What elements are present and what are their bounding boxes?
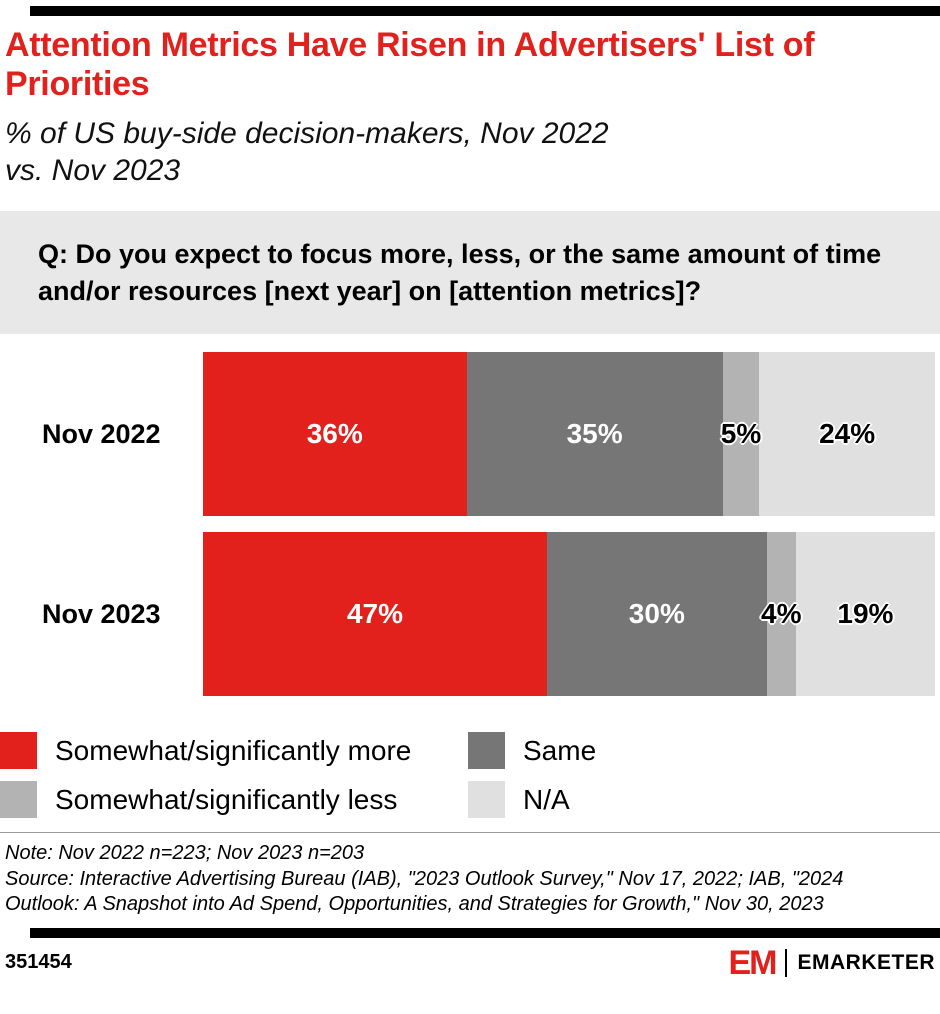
- value-label: 24%: [819, 418, 876, 450]
- bar-segment-same: 35%: [466, 352, 723, 517]
- bar-track: 47% 30% 4% 19%: [203, 532, 935, 697]
- legend-swatch: [468, 781, 505, 819]
- bar-segment-n-a: 24%: [759, 352, 935, 517]
- legend-label: N/A: [523, 783, 570, 815]
- footnote-note: Note: Nov 2022 n=223; Nov 2023 n=203: [5, 842, 365, 865]
- logo-divider: [785, 948, 788, 977]
- legend-label: Somewhat/significantly less: [55, 783, 398, 815]
- legend-item-same: Same: [468, 732, 940, 770]
- bar-segment-somewhat-significantly-less: 4%: [761, 532, 802, 697]
- survey-question-text: Q: Do you expect to focus more, less, or…: [38, 239, 882, 306]
- chart-row-nov-2022: Nov 2022 36% 35% 5% 24%: [0, 352, 940, 517]
- value-label: 5%: [720, 418, 762, 450]
- header: Attention Metrics Have Risen in Advertis…: [5, 26, 910, 189]
- note-divider: [0, 832, 940, 834]
- top-divider-bar: [30, 6, 940, 16]
- legend-label: Same: [523, 734, 597, 766]
- chart-page: Attention Metrics Have Risen in Advertis…: [0, 6, 940, 980]
- category-label: Nov 2022: [42, 418, 161, 449]
- bar-segment-somewhat-significantly-more: 36%: [203, 352, 467, 517]
- bar-segment-n-a: 19%: [795, 532, 935, 697]
- survey-question-box: Q: Do you expect to focus more, less, or…: [0, 211, 940, 335]
- bar-segment-somewhat-significantly-less: 5%: [720, 352, 762, 517]
- bar-track: 36% 35% 5% 24%: [203, 352, 935, 517]
- bar-segment-same: 30%: [547, 532, 767, 697]
- category-label: Nov 2023: [42, 598, 161, 629]
- footer: 351454 EM EMARKETER: [5, 946, 935, 980]
- legend: Somewhat/significantly more Same Somewhat/…: [0, 732, 940, 819]
- emarketer-logo-text: EMARKETER: [797, 950, 935, 974]
- value-label: 30%: [628, 598, 685, 630]
- footnote: Note: Nov 2022 n=223; Nov 2023 n=203 Sou…: [5, 841, 850, 918]
- footnote-source: Source: Interactive Advertising Bureau (…: [5, 867, 844, 916]
- value-label: 4%: [761, 598, 802, 630]
- chart-subtitle: % of US buy-side decision-makers, Nov 20…: [5, 116, 609, 188]
- legend-item-n-a: N/A: [468, 781, 940, 819]
- emarketer-logo: EM EMARKETER: [728, 946, 935, 980]
- chart-title: Attention Metrics Have Risen in Advertis…: [5, 26, 815, 104]
- legend-swatch: [0, 732, 37, 770]
- value-label: 19%: [837, 598, 894, 630]
- legend-label: Somewhat/significantly more: [55, 734, 412, 766]
- emarketer-logo-mark: EM: [728, 943, 777, 982]
- chart-id: 351454: [5, 951, 72, 974]
- legend-swatch: [0, 781, 37, 819]
- legend-swatch: [468, 732, 505, 770]
- bar-segment-somewhat-significantly-more: 47%: [203, 532, 548, 697]
- chart-row-nov-2023: Nov 2023 47% 30% 4% 19%: [0, 532, 940, 697]
- value-label: 36%: [306, 418, 363, 450]
- bottom-divider-bar: [30, 927, 940, 938]
- value-label: 35%: [566, 418, 623, 450]
- bar-chart: Nov 2022 36% 35% 5% 24% Nov 2023 47% 30% 4% 19%: [0, 352, 940, 697]
- legend-item-somewhat-significantly-more: Somewhat/significantly more: [0, 732, 468, 770]
- legend-item-somewhat-significantly-less: Somewhat/significantly less: [0, 781, 468, 819]
- value-label: 47%: [346, 598, 404, 630]
